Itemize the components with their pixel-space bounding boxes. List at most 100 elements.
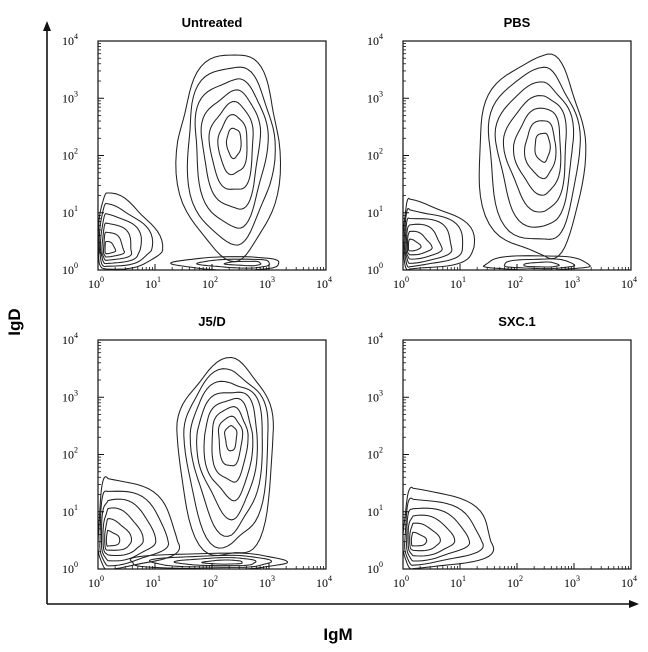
x-tick-exponent: 0 xyxy=(100,574,104,583)
x-tick-label: 101 xyxy=(145,275,161,291)
x-tick-label: 100 xyxy=(393,275,409,291)
contour-line xyxy=(101,222,133,261)
x-axis-label: IgM xyxy=(323,625,352,644)
x-tick-base: 10 xyxy=(393,277,405,291)
x-tick-exponent: 1 xyxy=(157,574,161,583)
contour-line xyxy=(523,120,557,180)
contour-line xyxy=(99,213,142,265)
contour-line xyxy=(404,217,453,264)
contour-line xyxy=(98,476,181,569)
contour-line xyxy=(225,127,242,160)
y-tick-label: 101 xyxy=(62,204,78,220)
x-tick-exponent: 0 xyxy=(405,275,409,284)
y-tick-exponent: 0 xyxy=(74,560,78,569)
x-tick-label: 104 xyxy=(316,275,332,291)
x-tick-exponent: 2 xyxy=(519,275,523,284)
contour-line xyxy=(407,514,456,557)
y-tick-exponent: 2 xyxy=(379,446,383,455)
x-tick-exponent: 1 xyxy=(462,275,466,284)
x-tick-label: 102 xyxy=(507,574,523,590)
contour-line xyxy=(478,53,587,260)
x-tick-exponent: 0 xyxy=(405,574,409,583)
contour-line xyxy=(534,132,551,163)
y-tick-base: 10 xyxy=(62,263,74,277)
y-tick-label: 104 xyxy=(367,32,383,48)
contour-line xyxy=(403,207,464,268)
contour-line xyxy=(149,554,273,568)
y-tick-base: 10 xyxy=(62,206,74,220)
contour-line xyxy=(104,240,117,255)
x-tick-base: 10 xyxy=(316,576,328,590)
y-tick-label: 101 xyxy=(367,503,383,519)
y-tick-label: 102 xyxy=(62,446,78,462)
contour-line xyxy=(224,425,238,452)
x-tick-exponent: 0 xyxy=(100,275,104,284)
contour-line xyxy=(523,261,560,268)
x-tick-label: 101 xyxy=(450,275,466,291)
y-tick-base: 10 xyxy=(62,448,74,462)
y-tick-exponent: 4 xyxy=(379,32,383,41)
x-tick-label: 102 xyxy=(202,574,218,590)
contour-line xyxy=(170,256,280,270)
x-tick-base: 10 xyxy=(564,277,576,291)
y-tick-base: 10 xyxy=(62,34,74,48)
x-tick-base: 10 xyxy=(145,277,157,291)
y-tick-label: 100 xyxy=(62,560,78,576)
panel-title: Untreated xyxy=(182,15,243,30)
contour-line xyxy=(208,100,254,190)
contour-line xyxy=(407,238,422,252)
y-tick-label: 103 xyxy=(367,388,383,404)
y-tick-label: 103 xyxy=(367,89,383,105)
y-tick-exponent: 2 xyxy=(74,446,78,455)
contour-line xyxy=(98,202,154,268)
contour-line xyxy=(217,415,244,467)
contour-line xyxy=(175,54,282,263)
contour-line xyxy=(201,559,243,565)
y-tick-exponent: 2 xyxy=(379,147,383,156)
y-tick-base: 10 xyxy=(62,390,74,404)
x-tick-base: 10 xyxy=(202,277,214,291)
y-tick-label: 102 xyxy=(62,147,78,163)
y-tick-label: 100 xyxy=(62,261,78,277)
x-tick-exponent: 4 xyxy=(633,574,637,583)
y-tick-label: 103 xyxy=(62,388,78,404)
x-tick-label: 104 xyxy=(316,574,332,590)
x-tick-label: 104 xyxy=(621,574,637,590)
x-tick-base: 10 xyxy=(393,576,405,590)
contour-line xyxy=(503,258,576,270)
y-tick-base: 10 xyxy=(62,505,74,519)
contour-line xyxy=(183,368,269,549)
y-tick-base: 10 xyxy=(367,206,379,220)
x-tick-label: 100 xyxy=(88,574,104,590)
y-tick-exponent: 1 xyxy=(74,503,78,512)
x-tick-base: 10 xyxy=(621,576,633,590)
x-tick-base: 10 xyxy=(621,277,633,291)
y-tick-base: 10 xyxy=(367,91,379,105)
contour-line xyxy=(104,518,133,551)
contour-line xyxy=(409,522,441,552)
y-tick-base: 10 xyxy=(367,505,379,519)
y-tick-base: 10 xyxy=(62,333,74,347)
y-tick-exponent: 3 xyxy=(379,89,383,98)
y-tick-label: 101 xyxy=(367,204,383,220)
y-tick-base: 10 xyxy=(62,562,74,576)
y-tick-exponent: 1 xyxy=(379,503,383,512)
y-tick-label: 102 xyxy=(367,147,383,163)
x-tick-label: 103 xyxy=(564,275,580,291)
x-tick-exponent: 3 xyxy=(271,275,275,284)
contour-line xyxy=(98,192,164,270)
contour-line xyxy=(403,197,476,270)
x-tick-label: 100 xyxy=(88,275,104,291)
y-tick-label: 104 xyxy=(62,331,78,347)
contour-line xyxy=(410,531,428,547)
y-tick-exponent: 1 xyxy=(379,204,383,213)
y-tick-base: 10 xyxy=(367,333,379,347)
contour-line xyxy=(102,507,144,557)
x-tick-base: 10 xyxy=(88,576,100,590)
x-tick-exponent: 1 xyxy=(462,574,466,583)
y-tick-base: 10 xyxy=(367,562,379,576)
contour-line xyxy=(203,397,254,502)
x-tick-base: 10 xyxy=(259,277,271,291)
